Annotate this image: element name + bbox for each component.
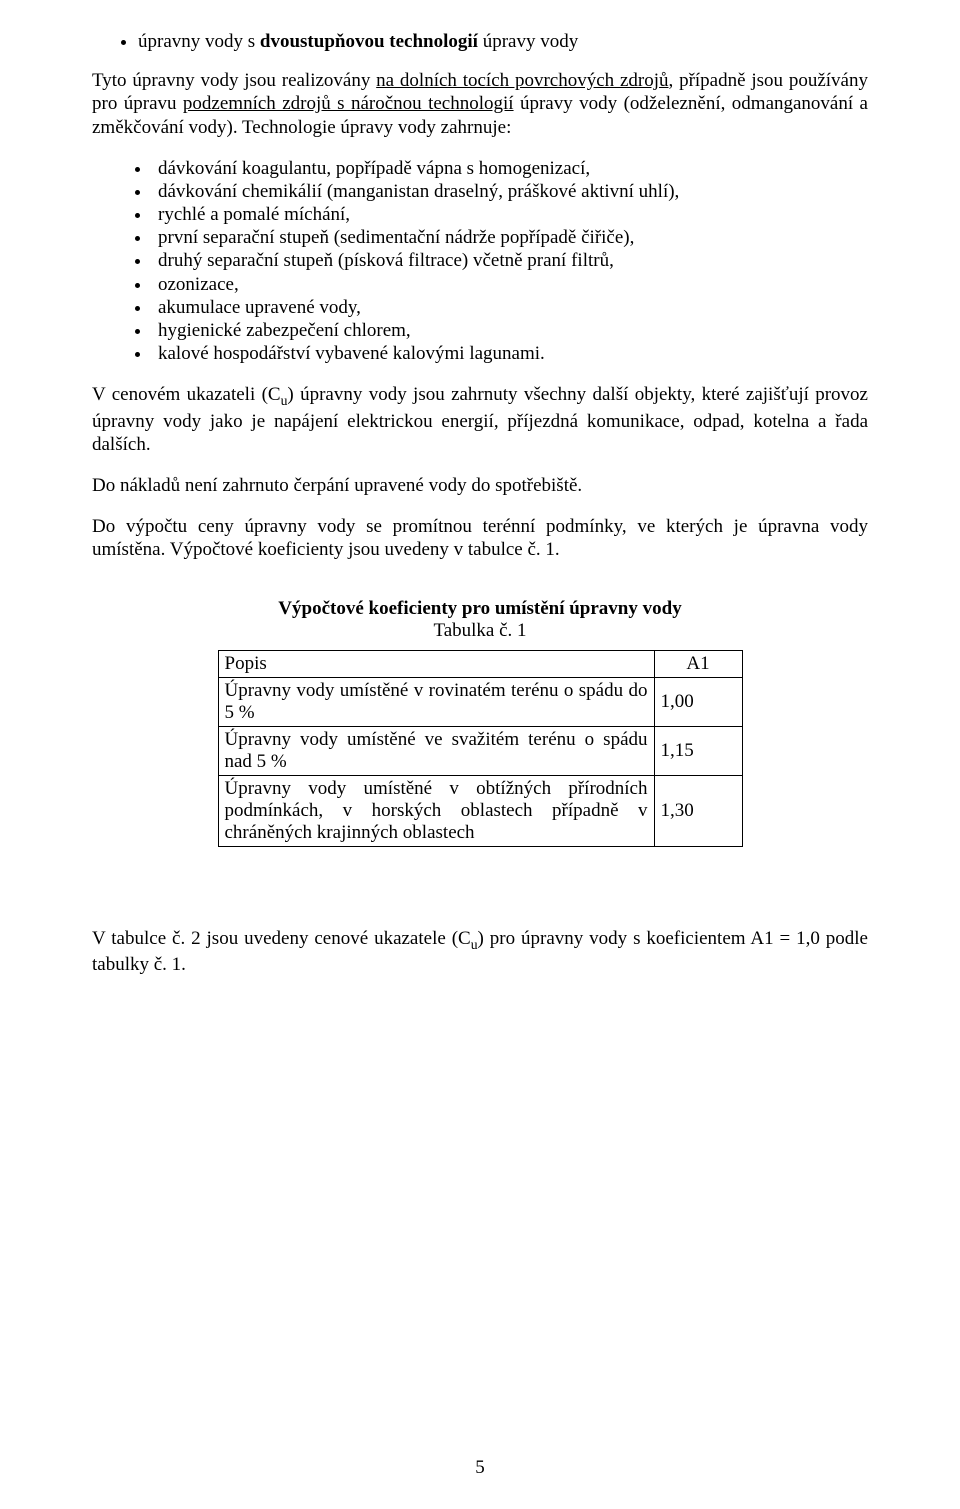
bullet-item: rychlé a pomalé míchání, bbox=[152, 203, 868, 226]
bullet-item: dávkování koagulantu, popřípadě vápna s … bbox=[152, 157, 868, 180]
table-heading: Výpočtové koeficienty pro umístění úprav… bbox=[92, 598, 868, 642]
table-row: Úpravny vody umístěné v rovinatém terénu… bbox=[218, 677, 742, 726]
footer-sub: u bbox=[471, 936, 478, 951]
table-subtitle: Tabulka č. 1 bbox=[92, 620, 868, 642]
table-cell-val: 1,00 bbox=[654, 677, 742, 726]
coefficient-table: Popis A1 Úpravny vody umístěné v rovinat… bbox=[218, 650, 743, 847]
bullet-item: dávkování chemikálií (manganistan drasel… bbox=[152, 180, 868, 203]
calc-paragraph: Do výpočtu ceny úpravny vody se promítno… bbox=[92, 515, 868, 561]
table-cell-val: 1,15 bbox=[654, 726, 742, 775]
intro-paragraph: Tyto úpravny vody jsou realizovány na do… bbox=[92, 69, 868, 139]
table-cell-desc: Úpravny vody umístěné v obtížných přírod… bbox=[218, 775, 654, 846]
no-cost-paragraph: Do nákladů není zahrnuto čerpání upraven… bbox=[92, 474, 868, 497]
bullet-item: ozonizace, bbox=[152, 273, 868, 296]
table-cell-val: 1,30 bbox=[654, 775, 742, 846]
page-number: 5 bbox=[0, 1457, 960, 1479]
footer-paragraph: V tabulce č. 2 jsou uvedeny cenové ukaza… bbox=[92, 927, 868, 977]
bullet-item: akumulace upravené vody, bbox=[152, 296, 868, 319]
table-cell-desc: Úpravny vody umístěné ve svažitém terénu… bbox=[218, 726, 654, 775]
intro-part1: Tyto úpravny vody jsou realizovány bbox=[92, 70, 376, 91]
bullet-item: první separační stupeň (sedimentační nád… bbox=[152, 226, 868, 249]
table-title: Výpočtové koeficienty pro umístění úprav… bbox=[92, 598, 868, 620]
bullet-item: kalové hospodářství vybavené kalovými la… bbox=[152, 342, 868, 365]
table-row: Úpravny vody umístěné v obtížných přírod… bbox=[218, 775, 742, 846]
table-header-row: Popis A1 bbox=[218, 650, 742, 677]
top-bullet-suffix: úpravy vody bbox=[478, 31, 578, 52]
footer-a: V tabulce č. 2 jsou uvedeny cenové ukaza… bbox=[92, 928, 471, 949]
table-row: Úpravny vody umístěné ve svažitém terénu… bbox=[218, 726, 742, 775]
top-bullet-prefix: úpravny vody s bbox=[138, 31, 260, 52]
cu-paragraph: V cenovém ukazateli (Cu) úpravny vody js… bbox=[92, 383, 868, 456]
cu-a: V cenovém ukazateli (C bbox=[92, 384, 281, 405]
table-cell-desc: Úpravny vody umístěné v rovinatém terénu… bbox=[218, 677, 654, 726]
page: úpravny vody s dvoustupňovou technologií… bbox=[0, 0, 960, 1509]
intro-underline-1: na dolních tocích povrchových zdrojů bbox=[376, 70, 668, 91]
top-bullet-item: úpravny vody s dvoustupňovou technologií… bbox=[138, 30, 868, 53]
bullet-item: hygienické zabezpečení chlorem, bbox=[152, 319, 868, 342]
top-bullet-bold: dvoustupňovou technologií bbox=[260, 31, 478, 52]
bullet-item: druhý separační stupeň (písková filtrace… bbox=[152, 249, 868, 272]
table-header-desc: Popis bbox=[218, 650, 654, 677]
intro-underline-2: podzemních zdrojů s náročnou technologií bbox=[183, 93, 514, 114]
table-header-val: A1 bbox=[654, 650, 742, 677]
technology-bullet-list: dávkování koagulantu, popřípadě vápna s … bbox=[92, 157, 868, 366]
top-bullet-list: úpravny vody s dvoustupňovou technologií… bbox=[92, 30, 868, 53]
